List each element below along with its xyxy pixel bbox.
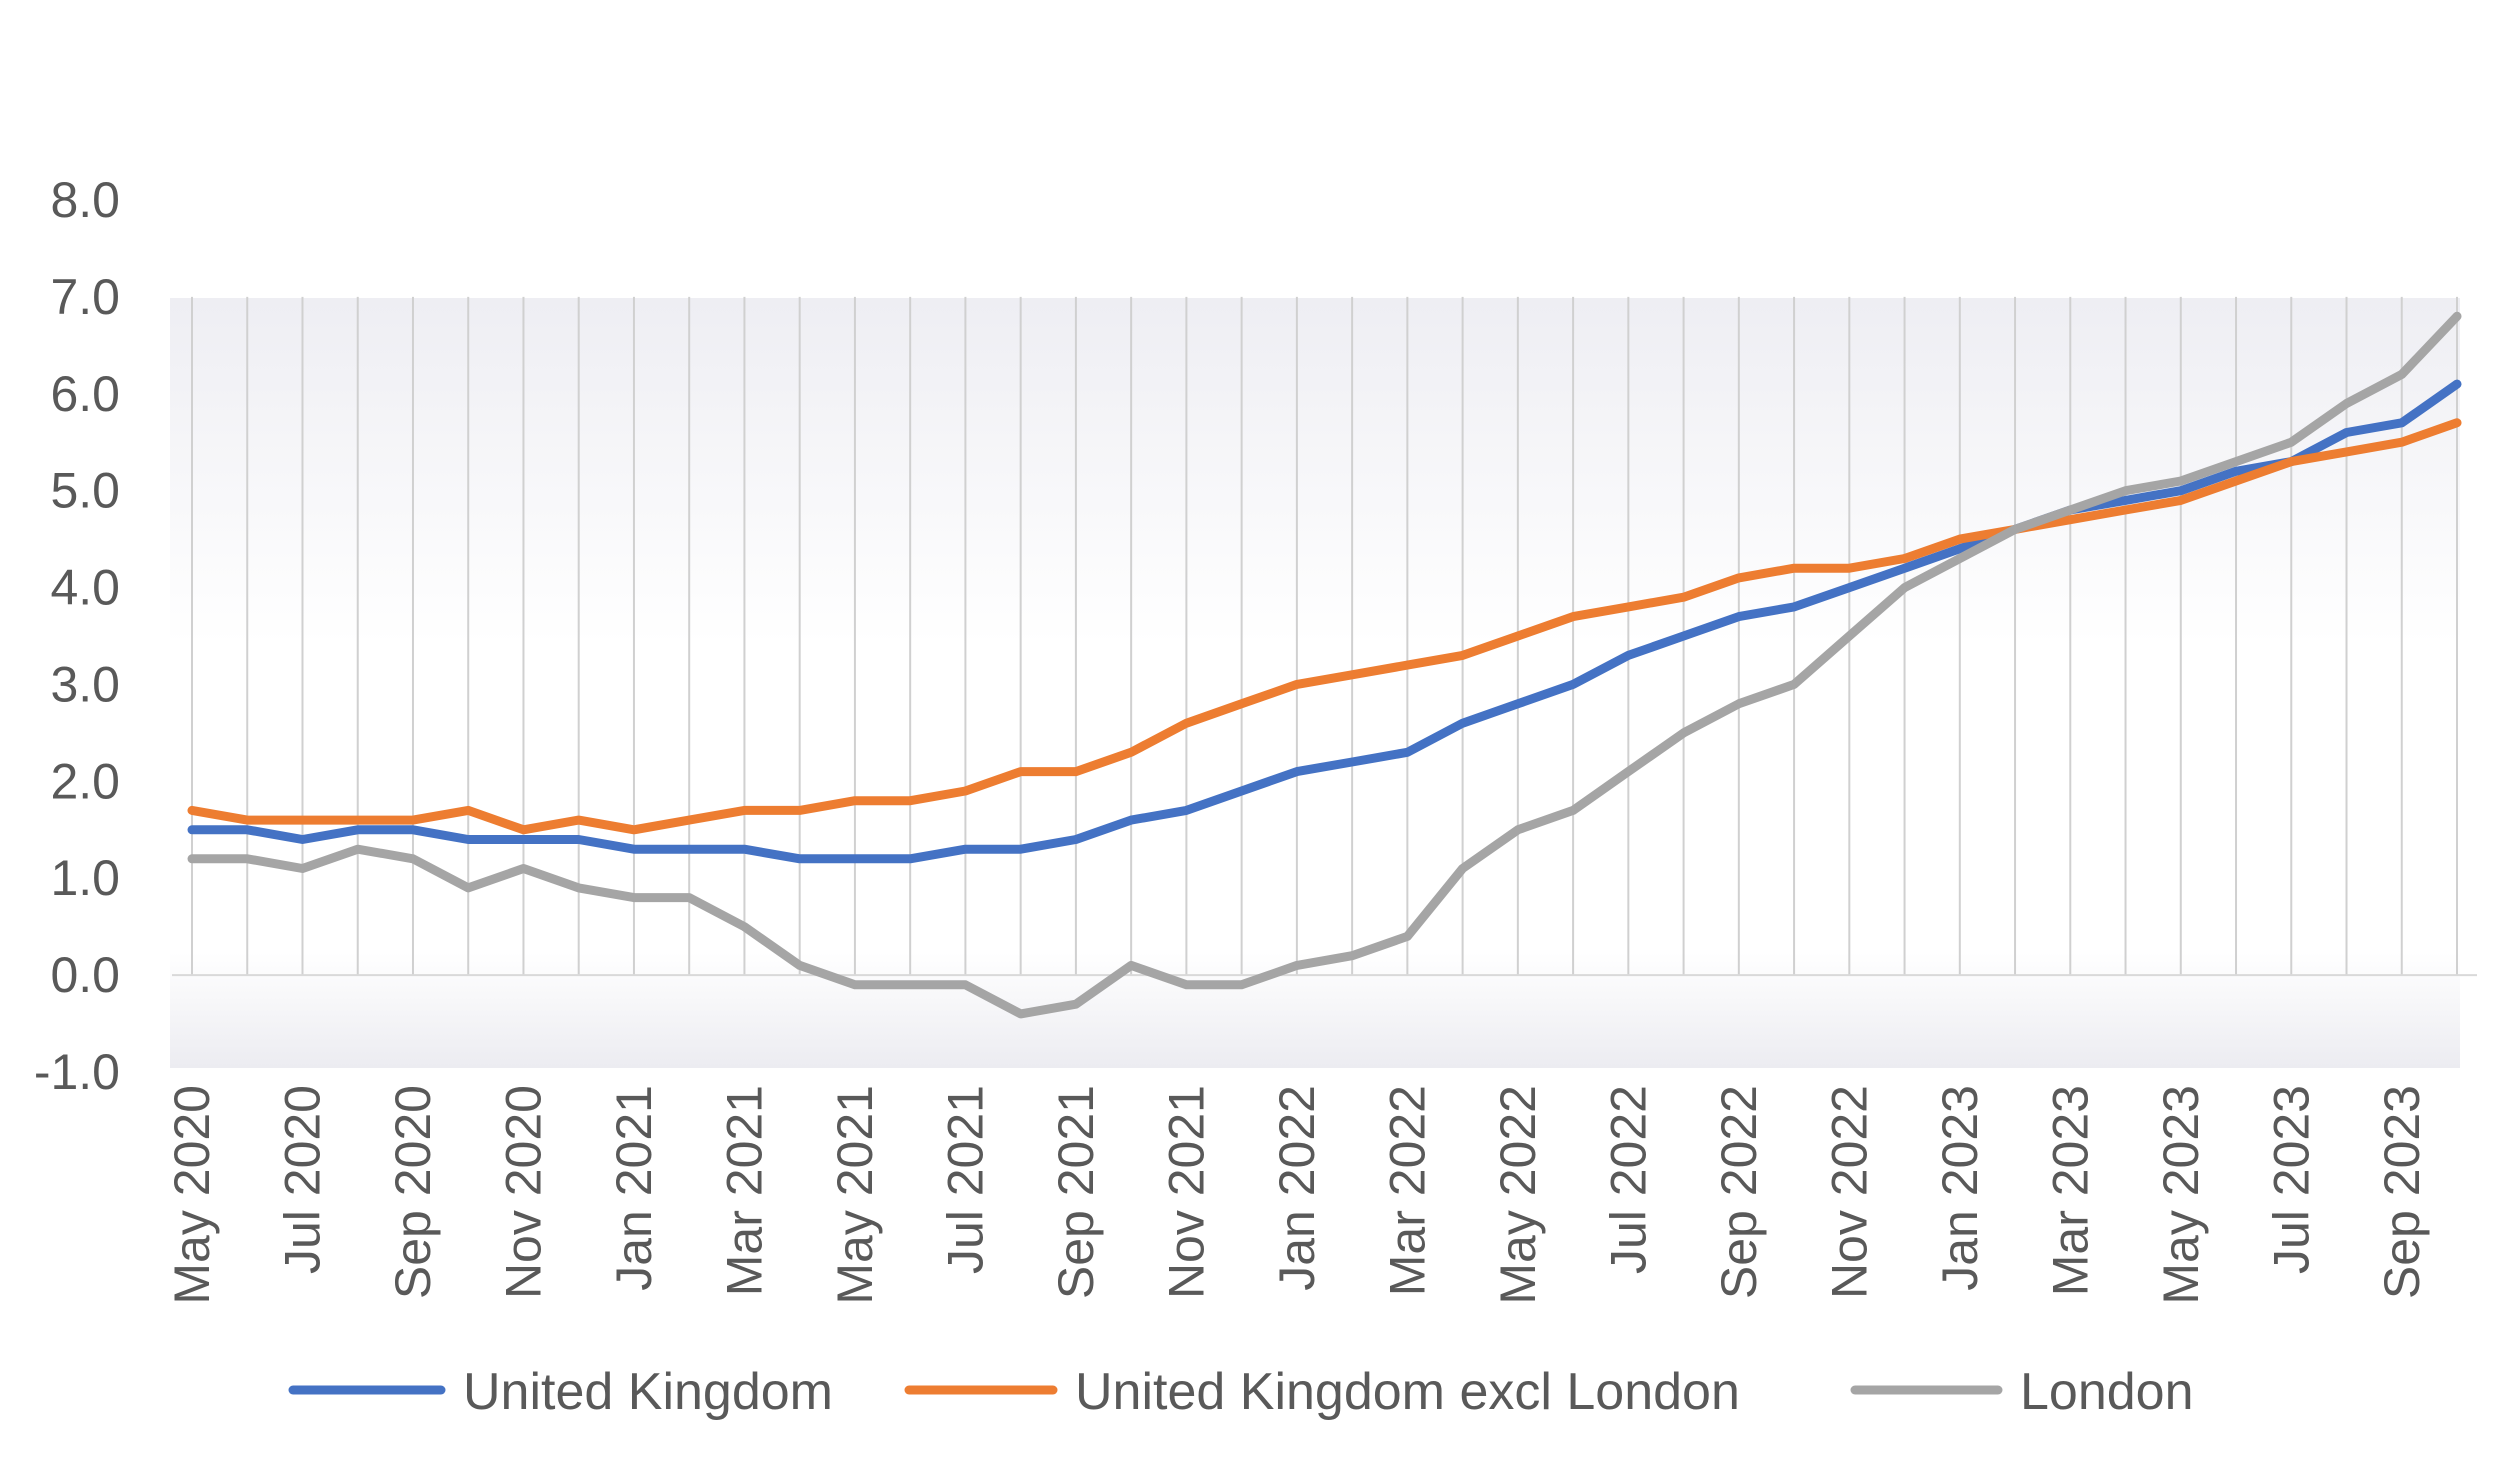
y-tick-label: 1.0 [50, 850, 120, 906]
x-tick-label: Mar 2023 [2042, 1085, 2098, 1296]
y-tick-label: 3.0 [50, 656, 120, 712]
x-tick-label: Sep 2020 [385, 1085, 441, 1299]
gridlines [172, 296, 2477, 977]
x-tick-label: Jul 2023 [2263, 1085, 2319, 1274]
x-tick-label: May 2022 [1490, 1085, 1546, 1305]
x-tick-label: Nov 2021 [1158, 1085, 1214, 1299]
series-group [187, 311, 2462, 1019]
y-tick-label: 6.0 [50, 366, 120, 422]
x-tick-label: Jan 2021 [606, 1085, 662, 1291]
x-tick-label: May 2023 [2153, 1085, 2209, 1305]
x-tick-label: Nov 2020 [495, 1085, 551, 1299]
y-tick-label: 2.0 [50, 753, 120, 809]
x-tick-label: Sep 2022 [1711, 1085, 1767, 1299]
legend-label-1: United Kingdom excl London [1075, 1363, 1740, 1421]
x-tick-label: Sep 2021 [1048, 1085, 1104, 1299]
y-tick-label: 8.0 [50, 172, 120, 228]
legend: United Kingdom United Kingdom excl London… [288, 1363, 2194, 1421]
x-axis: May 2020 Jul 2020 Sep 2020 Nov 2020 Jan 2021… [164, 1085, 2430, 1305]
x-tick-label: Jan 2022 [1269, 1085, 1325, 1291]
x-tick-label: Mar 2022 [1379, 1085, 1435, 1296]
y-tick-label: 0.0 [50, 947, 120, 1003]
y-tick-label: -1.0 [34, 1044, 120, 1100]
x-tick-label: May 2021 [827, 1085, 883, 1305]
x-tick-label: Jul 2022 [1600, 1085, 1656, 1274]
x-tick-label: May 2020 [164, 1085, 220, 1305]
legend-label-2: London [2020, 1363, 2194, 1421]
x-tick-label: Nov 2022 [1821, 1085, 1877, 1299]
y-tick-label: 4.0 [50, 560, 120, 616]
legend-label-0: United Kingdom [463, 1363, 833, 1421]
series-line-1 [187, 418, 2462, 835]
x-tick-label: Jul 2021 [937, 1085, 993, 1274]
x-tick-label: Jan 2023 [1932, 1085, 1988, 1291]
y-tick-label: 7.0 [50, 269, 120, 325]
y-tick-label: 5.0 [50, 463, 120, 519]
x-tick-label: Mar 2021 [716, 1085, 772, 1296]
x-tick-label: Jul 2020 [274, 1085, 330, 1274]
x-tick-label: Sep 2023 [2374, 1085, 2430, 1299]
y-axis: 8.0 7.0 6.0 5.0 4.0 3.0 2.0 1.0 0.0 -1.0 [34, 172, 120, 1100]
series-line-2 [187, 311, 2462, 1019]
